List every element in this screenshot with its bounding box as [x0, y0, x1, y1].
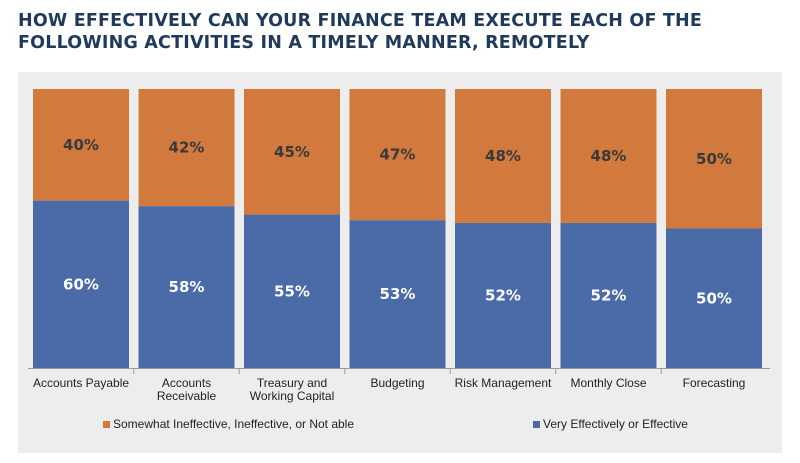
data-label-very-effective: 55%	[274, 282, 310, 300]
bar-very-effective	[560, 222, 657, 368]
bar-somewhat-ineffective	[560, 89, 657, 223]
bar-somewhat-ineffective	[33, 89, 129, 201]
data-label-somewhat-ineffective: 40%	[63, 136, 99, 154]
bar-somewhat-ineffective	[666, 89, 762, 229]
data-label-somewhat-ineffective: 48%	[485, 147, 521, 165]
data-label-very-effective: 58%	[169, 278, 205, 296]
data-label-very-effective: 52%	[591, 286, 627, 304]
data-label-somewhat-ineffective: 47%	[380, 146, 416, 164]
bar-somewhat-ineffective	[455, 89, 551, 223]
category-label: Monthly Close	[570, 376, 646, 390]
bar-very-effective	[33, 200, 129, 368]
bar-somewhat-ineffective	[138, 89, 235, 207]
category-label: Forecasting	[683, 376, 746, 390]
legend-swatch	[103, 421, 110, 428]
legend-label: Somewhat Ineffective, Ineffective, or No…	[113, 417, 354, 431]
category-label: Receivable	[157, 389, 217, 403]
bar-very-effective	[666, 228, 762, 368]
bar-very-effective	[455, 222, 551, 368]
category-label: Working Capital	[250, 389, 334, 403]
data-label-somewhat-ineffective: 42%	[169, 139, 205, 157]
bar-very-effective	[349, 220, 446, 368]
legend-swatch	[533, 421, 540, 428]
legend-label: Very Effectively or Effective	[543, 417, 688, 431]
category-label: Risk Management	[455, 376, 552, 390]
data-label-somewhat-ineffective: 48%	[591, 147, 627, 165]
data-label-very-effective: 50%	[696, 289, 732, 307]
category-label: Accounts	[162, 376, 211, 390]
bar-very-effective	[244, 214, 340, 368]
category-label: Budgeting	[370, 376, 424, 390]
chart-title: HOW EFFECTIVELY CAN YOUR FINANCE TEAM EX…	[18, 11, 703, 53]
category-label: Accounts Payable	[33, 376, 129, 390]
data-label-very-effective: 60%	[63, 275, 99, 293]
bar-somewhat-ineffective	[244, 89, 340, 215]
data-label-very-effective: 52%	[485, 286, 521, 304]
bar-somewhat-ineffective	[349, 89, 446, 221]
bar-very-effective	[138, 206, 235, 368]
data-label-somewhat-ineffective: 45%	[274, 143, 310, 161]
category-label: Treasury and	[257, 376, 327, 390]
data-label-somewhat-ineffective: 50%	[696, 150, 732, 168]
data-label-very-effective: 53%	[380, 285, 416, 303]
